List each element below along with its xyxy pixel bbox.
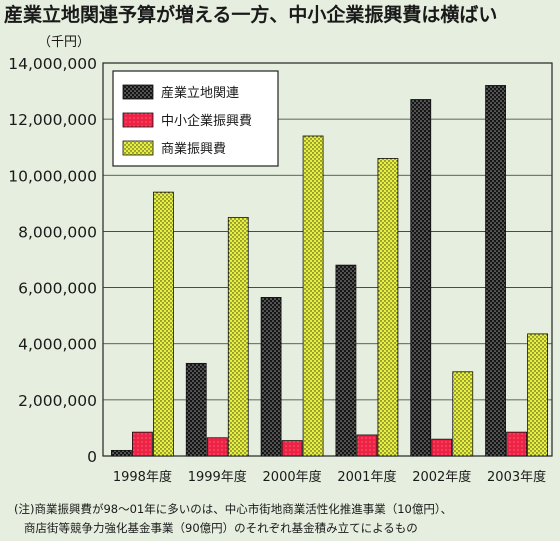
bar-industrial-location [111, 449, 132, 457]
y-tick-label: 12,000,000 [8, 111, 97, 129]
x-tick-label: 1998年度 [113, 469, 172, 485]
legend-label: 産業立地関連 [161, 85, 239, 101]
bar-industrial-location [260, 296, 282, 457]
legend-swatch [122, 84, 154, 100]
bar-chart: 0 2,000,000 4,000,000 6,000,000 8,000,000 10,… [8, 55, 553, 485]
bar-commerce-promotion [452, 371, 474, 457]
y-tick-label: 2,000,000 [18, 392, 97, 410]
legend-label: 商業振興費 [161, 141, 226, 157]
x-tick-labels: 1998年度 1999年度 2000年度 2001年度 2002年度 2003年度 [113, 469, 546, 485]
x-tick-label: 2001年度 [337, 469, 396, 485]
bar-sme-promotion [356, 434, 378, 457]
footnote-line-2: 商店街等競争力強化基金事業（90億円）のそれぞれ基金積み立てによるもの [24, 521, 418, 535]
y-tick-label: 10,000,000 [8, 167, 97, 185]
bar-sme-promotion [431, 438, 453, 457]
bar-commerce-promotion [227, 216, 249, 457]
x-tick-label: 2002年度 [412, 469, 471, 485]
plot-frame [102, 62, 553, 457]
footnote-line-1: (注)商業振興費が98〜01年に多いのは、中心市街地商業活性化推進事業（10億円… [14, 502, 453, 516]
chart-title: 産業立地関連予算が増える一方、中小企業振興費は横ばい [4, 4, 498, 26]
x-tick-label: 1999年度 [188, 469, 247, 485]
bar-commerce-promotion [153, 191, 174, 457]
y-axis-unit: （千円） [38, 35, 91, 50]
legend-swatch [122, 112, 154, 128]
legend-label: 中小企業振興費 [161, 113, 252, 129]
bar-sme-promotion [206, 437, 228, 457]
bar-industrial-location [485, 85, 506, 457]
bar-industrial-location [410, 99, 432, 457]
bar-sme-promotion [132, 431, 153, 457]
bar-sme-promotion [281, 440, 303, 457]
y-tick-label: 8,000,000 [18, 223, 97, 241]
bar-commerce-promotion [377, 158, 399, 457]
x-tick-label: 2003年度 [487, 469, 546, 485]
bar-sme-promotion [506, 431, 527, 457]
bar-layer [111, 85, 548, 457]
bar-commerce-promotion [527, 333, 548, 457]
legend-swatch [122, 140, 154, 156]
y-tick-label: 0 [87, 448, 97, 466]
footnote: (注)商業振興費が98〜01年に多いのは、中心市街地商業活性化推進事業（10億円… [14, 500, 559, 538]
y-tick-label: 4,000,000 [18, 336, 97, 354]
bar-industrial-location [335, 264, 357, 457]
bar-industrial-location [185, 362, 207, 457]
y-tick-labels: 0 2,000,000 4,000,000 6,000,000 8,000,000 10,… [8, 55, 97, 466]
x-tick-label: 2000年度 [263, 469, 322, 485]
bar-commerce-promotion [302, 135, 324, 457]
y-tick-label: 6,000,000 [18, 280, 97, 298]
y-tick-label: 14,000,000 [8, 55, 97, 73]
